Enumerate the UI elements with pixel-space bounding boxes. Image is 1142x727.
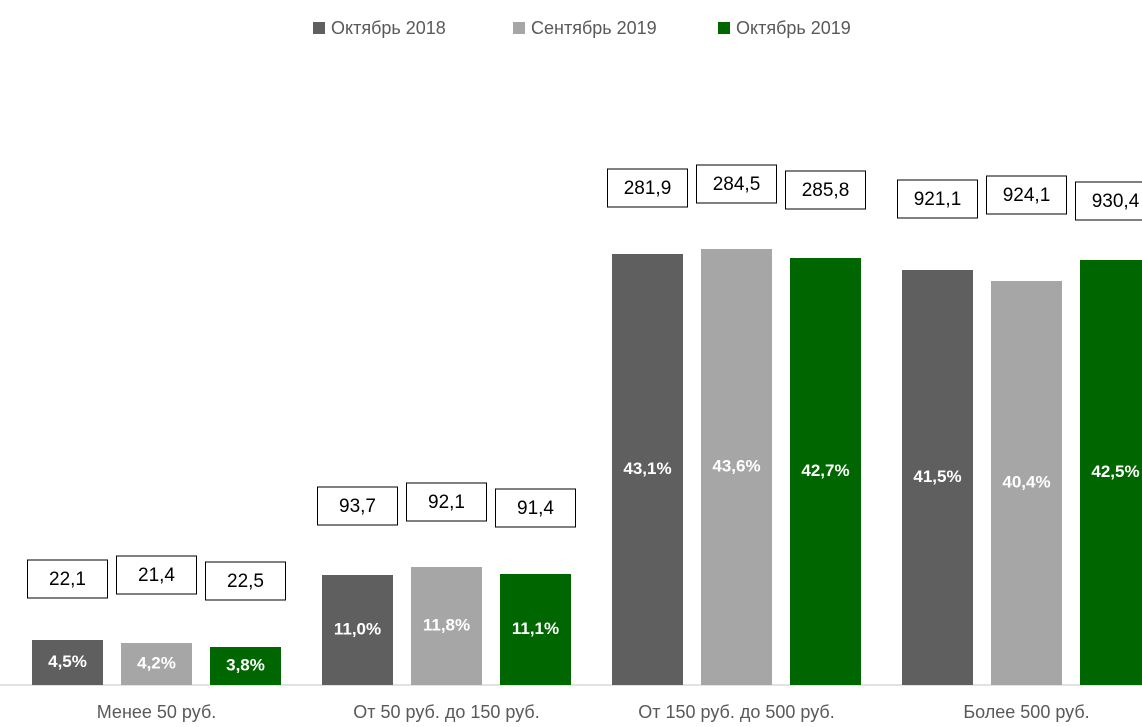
amount-box [406, 482, 487, 522]
legend-swatch [313, 22, 325, 34]
legend-label: Сентябрь 2019 [531, 18, 657, 38]
amount-box [1075, 181, 1142, 221]
amount-label: 22,1 [49, 569, 86, 590]
value-label: 40,4% [1002, 472, 1050, 491]
amount-label: 930,4 [1092, 191, 1140, 212]
amount-box [986, 175, 1067, 215]
amount-box [317, 486, 398, 526]
amount-box [27, 559, 108, 599]
amount-box [205, 561, 286, 601]
amount-box [785, 170, 866, 210]
value-label: 43,6% [712, 456, 760, 475]
legend-label: Октябрь 2019 [736, 18, 851, 38]
amount-box [495, 488, 576, 528]
bar [790, 258, 861, 685]
amount-box [116, 555, 197, 595]
bar [121, 643, 192, 685]
amount-label: 93,7 [339, 496, 376, 517]
bar [411, 567, 482, 685]
amount-label: 91,4 [517, 498, 554, 519]
bar [612, 254, 683, 685]
amount-label: 284,5 [713, 174, 761, 195]
bar [322, 575, 393, 685]
amount-label: 22,5 [227, 571, 264, 592]
amount-label: 92,1 [428, 492, 465, 513]
bar [701, 249, 772, 685]
value-label: 11,8% [423, 615, 470, 634]
value-label: 11,1% [512, 619, 559, 638]
bar [500, 574, 571, 685]
bar [902, 270, 973, 685]
legend-swatch [718, 22, 730, 34]
amount-label: 21,4 [138, 565, 175, 586]
amount-label: 285,8 [802, 180, 850, 201]
x-tick-label: Более 500 руб. [963, 702, 1089, 722]
bar [32, 640, 103, 685]
value-label: 41,5% [913, 467, 961, 486]
bar [991, 281, 1062, 685]
legend-label: Октябрь 2018 [331, 18, 446, 38]
legend-swatch [513, 22, 525, 34]
x-tick-label: Менее 50 руб. [97, 702, 217, 722]
value-label: 42,5% [1091, 462, 1139, 481]
value-label: 11,0% [334, 619, 381, 638]
amount-label: 281,9 [624, 178, 672, 199]
value-label: 42,7% [801, 461, 849, 480]
x-tick-label: От 50 руб. до 150 руб. [353, 702, 539, 722]
value-label: 4,2% [137, 653, 176, 672]
amount-box [607, 168, 688, 208]
value-label: 4,5% [48, 652, 87, 671]
bar [210, 647, 281, 685]
amount-label: 924,1 [1003, 185, 1051, 206]
amount-label: 921,1 [914, 189, 962, 210]
value-label: 43,1% [623, 459, 671, 478]
amount-box [897, 179, 978, 219]
amount-box [696, 164, 777, 204]
value-label: 3,8% [226, 655, 265, 674]
x-tick-label: От 150 руб. до 500 руб. [638, 702, 834, 722]
bar [1080, 260, 1142, 685]
